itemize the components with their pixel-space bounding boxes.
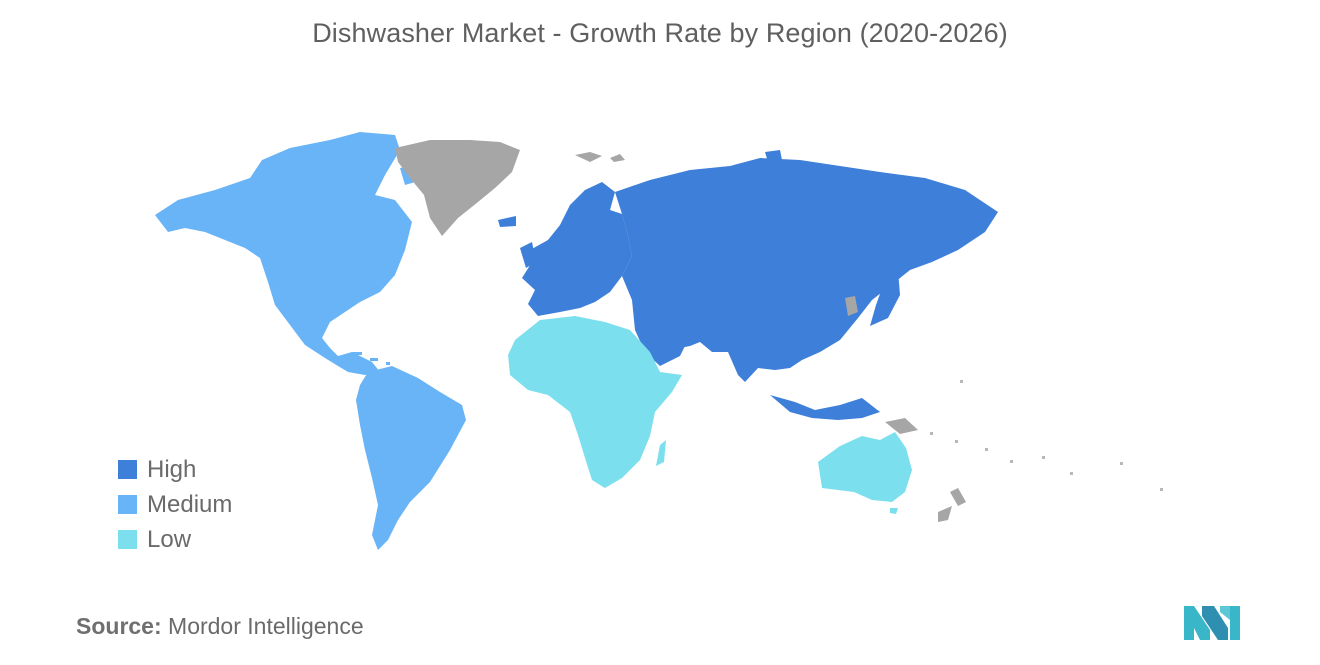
- chart-title: Dishwasher Market - Growth Rate by Regio…: [312, 18, 1008, 48]
- region-tasmania: [890, 508, 898, 514]
- region-papua-new-guinea: [885, 418, 918, 434]
- region-africa: [508, 316, 682, 488]
- mordor-intelligence-logo-icon: [1184, 606, 1240, 640]
- region-new-zealand: [938, 488, 966, 522]
- legend-label-low: Low: [147, 525, 192, 553]
- region-southeast-asia: [770, 395, 880, 420]
- region-australia: [818, 432, 912, 502]
- region-europe: [522, 182, 632, 316]
- legend-swatch-medium: [118, 495, 137, 514]
- region-svalbard: [575, 152, 625, 162]
- region-madagascar: [656, 440, 666, 466]
- legend-item-medium: Medium: [118, 487, 232, 522]
- legend-item-low: Low: [118, 522, 232, 557]
- source-label: Source:: [76, 613, 162, 639]
- region-iceland: [498, 216, 516, 227]
- legend-label-high: High: [147, 455, 197, 483]
- region-japan: [870, 270, 900, 326]
- legend-item-high: High: [118, 452, 232, 487]
- region-asia: [615, 158, 998, 382]
- legend-swatch-high: [118, 460, 137, 479]
- region-caribbean: [352, 352, 390, 365]
- region-arctic-islands: [680, 150, 890, 192]
- region-korea: [845, 296, 858, 316]
- region-pacific-islands: [930, 380, 1163, 491]
- region-south-america: [356, 366, 466, 550]
- region-greenland: [395, 140, 520, 236]
- legend-swatch-low: [118, 530, 137, 549]
- legend: High Medium Low: [118, 452, 232, 557]
- region-uk-ireland: [520, 242, 536, 268]
- source-text: Mordor Intelligence: [168, 613, 364, 639]
- legend-label-medium: Medium: [147, 490, 233, 518]
- region-north-america: [155, 132, 412, 375]
- source-line: Source: Mordor Intelligence: [76, 613, 364, 640]
- region-canada-islands: [300, 150, 422, 185]
